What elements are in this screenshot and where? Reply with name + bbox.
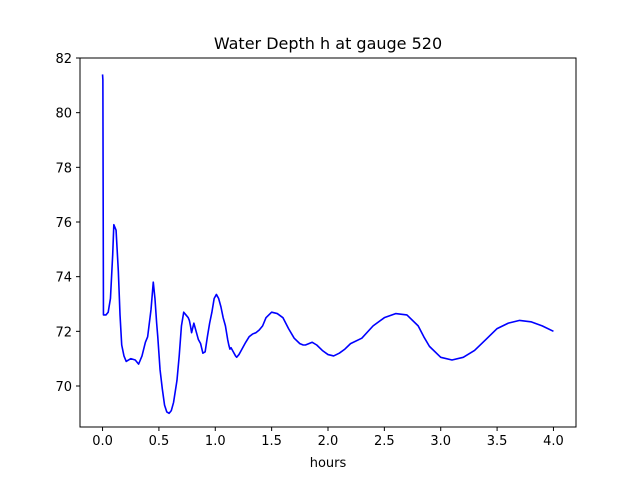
- x-tick-label: 0.5: [149, 434, 170, 449]
- y-tick-label: 80: [55, 107, 72, 122]
- x-tick-label: 1.0: [205, 434, 226, 449]
- x-tick-label: 1.5: [261, 434, 282, 449]
- x-tick-label: 2.5: [374, 434, 395, 449]
- x-tick-label: 0.0: [92, 434, 113, 449]
- x-tick-label: 3.5: [487, 434, 508, 449]
- y-tick-label: 72: [55, 325, 72, 340]
- y-tick-label: 76: [55, 216, 72, 231]
- y-tick-label: 74: [55, 271, 72, 286]
- series-layer: [101, 74, 554, 415]
- x-axis: 0.0 0.5 1.0 1.5 2.0 2.5 3.0 3.5 4.0: [92, 427, 564, 449]
- x-tick-label: 3.0: [430, 434, 451, 449]
- series-line-0: [101, 74, 554, 415]
- y-tick-label: 78: [55, 161, 72, 176]
- chart-title: Water Depth h at gauge 520: [214, 34, 442, 53]
- y-tick-label: 70: [55, 380, 72, 395]
- y-axis: 70 72 74 76 78 80 82: [55, 52, 80, 395]
- y-tick-label: 82: [55, 52, 72, 67]
- x-axis-label: hours: [310, 456, 347, 471]
- x-tick-label: 4.0: [543, 434, 564, 449]
- x-tick-label: 2.0: [318, 434, 339, 449]
